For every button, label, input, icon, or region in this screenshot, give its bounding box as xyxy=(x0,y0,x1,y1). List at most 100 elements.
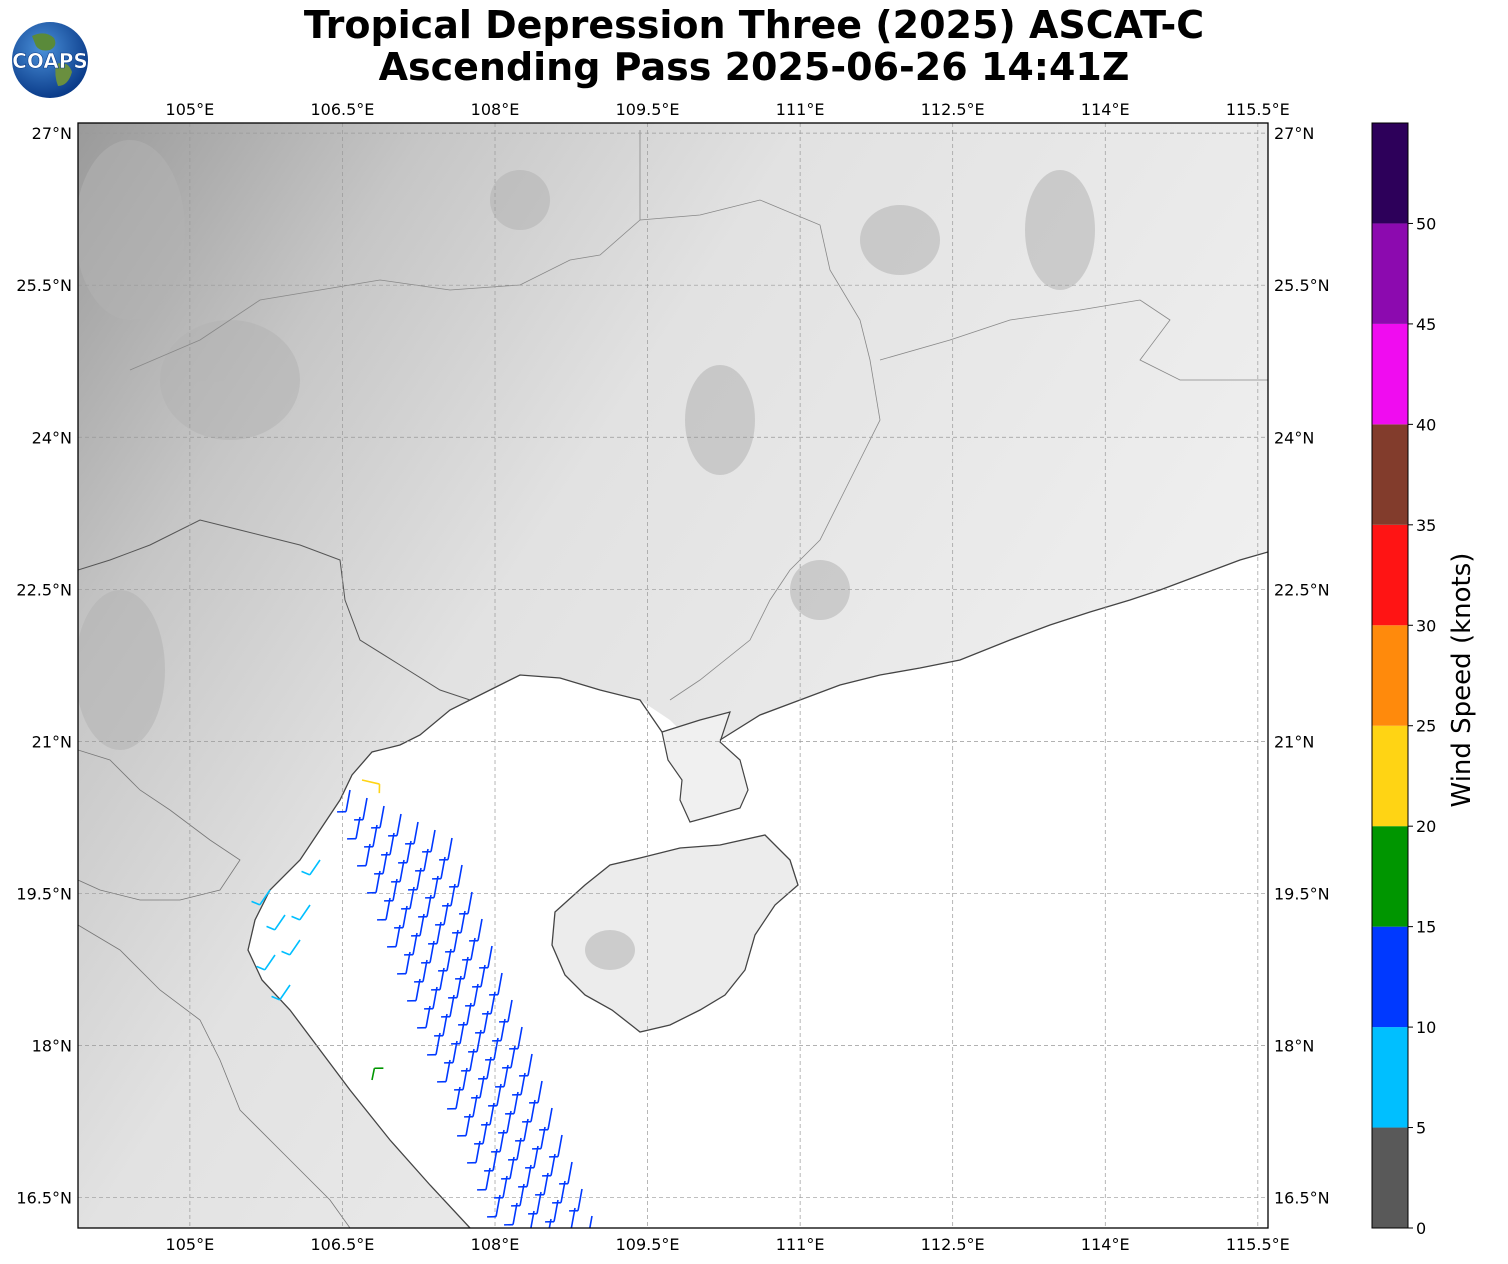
ascat-wind-barbs xyxy=(251,779,593,1228)
wind-barb xyxy=(448,975,462,999)
wind-barb xyxy=(394,905,408,929)
wind-barb xyxy=(462,937,476,961)
land-leizhou-peninsula xyxy=(661,711,749,823)
wind-barb xyxy=(377,897,391,921)
lon-tick-label: 112.5°E xyxy=(921,100,985,119)
longitude-ticks-bottom: 105°E 106.5°E 108°E 109.5°E 111°E 112.5°E 114°… xyxy=(166,1235,1290,1254)
wind-barb xyxy=(477,1167,491,1191)
wind-barb xyxy=(529,1080,543,1104)
colorbar-bin xyxy=(1372,725,1408,827)
colorbar-tick-label: 40 xyxy=(1416,415,1436,434)
wind-barb xyxy=(418,894,432,918)
lon-tick-label: 111°E xyxy=(776,1235,825,1254)
wind-barb xyxy=(266,914,286,931)
chart-title: Tropical Depression Three (2025) ASCAT-C… xyxy=(0,4,1508,88)
wind-barb xyxy=(371,1067,384,1081)
wind-barb xyxy=(337,789,351,813)
wind-barb xyxy=(371,805,385,829)
lon-tick-label: 106.5°E xyxy=(310,100,374,119)
wind-barb xyxy=(281,939,301,956)
colorbar-tick-label: 5 xyxy=(1416,1119,1426,1138)
wind-barb xyxy=(291,904,311,921)
colorbar-bin xyxy=(1372,524,1408,626)
lat-tick-label: 25.5°N xyxy=(16,276,72,295)
wind-barb xyxy=(549,1134,563,1158)
lon-tick-label: 105°E xyxy=(166,1235,215,1254)
wind-barb xyxy=(559,1161,573,1185)
wind-barb xyxy=(464,1094,478,1118)
lat-tick-label: 22.5°N xyxy=(16,580,72,599)
wind-barb xyxy=(388,813,402,837)
wind-barb xyxy=(484,1148,498,1172)
wind-barb xyxy=(398,840,412,864)
wind-barb xyxy=(451,1021,465,1045)
wind-barb xyxy=(478,1056,492,1080)
wind-barb xyxy=(528,1191,542,1215)
wind-barb xyxy=(459,891,473,915)
colorbar-bin xyxy=(1372,826,1408,927)
wind-barb xyxy=(570,1207,576,1228)
wind-barb xyxy=(434,1013,448,1037)
colorbar-bin xyxy=(1372,1127,1408,1228)
svg-text:COAPS: COAPS xyxy=(12,49,88,73)
wind-barb xyxy=(487,1194,501,1218)
wind-barb xyxy=(449,864,463,888)
wind-barb xyxy=(251,889,271,906)
wind-barb xyxy=(387,924,401,948)
lon-tick-label: 112.5°E xyxy=(921,1235,985,1254)
wind-barb xyxy=(482,991,496,1015)
colorbar-tick-label: 35 xyxy=(1416,516,1436,535)
wind-barb xyxy=(301,859,321,876)
wind-barb xyxy=(367,870,381,894)
lat-tick-label: 27°N xyxy=(32,124,72,143)
lat-tick-label: 19.5°N xyxy=(16,884,72,903)
wind-barb xyxy=(374,851,388,875)
wind-barb xyxy=(468,1029,482,1053)
wind-barb xyxy=(539,1107,553,1131)
wind-barb xyxy=(469,918,483,942)
wind-barb xyxy=(511,1183,525,1207)
wind-barb xyxy=(417,1005,431,1029)
lat-tick-label: 19.5°N xyxy=(1274,884,1330,903)
lon-tick-label: 106.5°E xyxy=(310,1235,374,1254)
wind-barb xyxy=(401,886,415,910)
colorbar-bin xyxy=(1372,123,1408,224)
wind-barb xyxy=(439,837,453,861)
wind-barb xyxy=(408,867,422,891)
lon-tick-label: 115.5°E xyxy=(1226,1235,1290,1254)
wind-barb xyxy=(472,964,486,988)
coaps-logo: COAPS xyxy=(12,22,88,98)
wind-barb xyxy=(491,1129,505,1153)
wind-barb xyxy=(455,956,469,980)
wind-barb xyxy=(435,902,449,926)
wind-barb xyxy=(515,1118,529,1142)
wind-barb xyxy=(552,1180,566,1204)
wind-barb xyxy=(364,824,378,848)
wind-barb xyxy=(404,932,418,956)
wind-barb xyxy=(361,779,381,794)
province-border xyxy=(129,130,1268,701)
wind-speed-colorbar: 0 5 10 15 20 25 30 35 40 45 50 xyxy=(1371,122,1436,1238)
lat-tick-label: 25.5°N xyxy=(1274,276,1330,295)
wind-barb xyxy=(532,1126,546,1150)
wind-barb xyxy=(407,978,421,1002)
wind-barb xyxy=(488,1083,502,1107)
wind-barb xyxy=(444,1040,458,1064)
colorbar-tick-label: 10 xyxy=(1416,1018,1436,1037)
colorbar-bin xyxy=(1372,1027,1408,1128)
wind-barb xyxy=(354,797,368,821)
wind-barb xyxy=(504,1202,518,1226)
land-mainland xyxy=(78,123,1268,1228)
wind-barb xyxy=(256,954,276,971)
wind-barb xyxy=(415,848,429,872)
lat-tick-label: 22.5°N xyxy=(1274,580,1330,599)
wind-barb xyxy=(509,1026,523,1050)
colorbar-tick-label: 50 xyxy=(1416,214,1436,233)
wind-barb xyxy=(452,910,466,934)
wind-barb xyxy=(494,1175,508,1199)
wind-barb xyxy=(357,843,371,867)
land-hainan xyxy=(551,834,799,1033)
wind-barb xyxy=(508,1137,522,1161)
wind-barb xyxy=(427,1032,441,1056)
colorbar-tick-label: 0 xyxy=(1416,1219,1426,1238)
